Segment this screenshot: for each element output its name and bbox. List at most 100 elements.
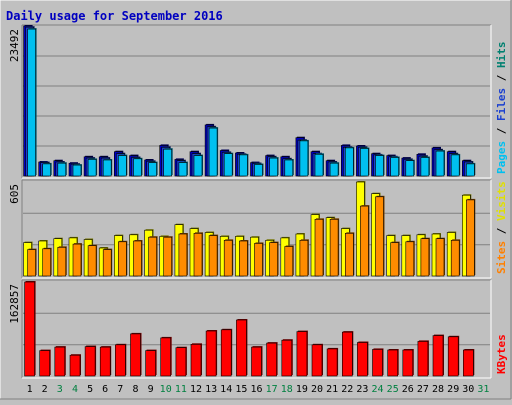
bar-face bbox=[281, 339, 293, 377]
bar-face bbox=[465, 199, 475, 277]
bar-face bbox=[87, 245, 97, 277]
bar-kbytes-day-19 bbox=[296, 330, 308, 377]
x-tick-label-day-13: 13 bbox=[205, 384, 217, 395]
x-tick-label-day-15: 15 bbox=[235, 384, 247, 395]
bar-kbytes-day-20 bbox=[311, 343, 323, 377]
bar-kbytes-day-12 bbox=[190, 343, 202, 377]
bar-face bbox=[375, 155, 384, 177]
bar-face bbox=[417, 341, 429, 377]
bar-face bbox=[296, 331, 308, 377]
x-tick-label-day-19: 19 bbox=[296, 384, 308, 395]
bar-face bbox=[420, 238, 430, 277]
x-tick-label-day-14: 14 bbox=[220, 384, 232, 395]
bar-kbytes-day-11 bbox=[175, 346, 187, 377]
bar-sites-day-29 bbox=[450, 239, 461, 277]
bar-sites-day-3 bbox=[57, 246, 67, 277]
hits_panel-max-label: 23492 bbox=[8, 29, 21, 62]
legend-entry: Hits bbox=[495, 42, 508, 69]
hits_panel-area bbox=[22, 25, 491, 178]
x-tick-label-day-31: 31 bbox=[477, 384, 489, 395]
bar-face bbox=[99, 346, 111, 377]
bar-face bbox=[223, 240, 233, 277]
x-tick-label-day-3: 3 bbox=[57, 384, 63, 395]
bar-face bbox=[405, 241, 415, 277]
bar-pages-day-30 bbox=[465, 162, 476, 177]
bar-face bbox=[42, 248, 52, 277]
bar-face bbox=[465, 163, 475, 177]
x-tick-label-day-12: 12 bbox=[190, 384, 202, 395]
bar-pages-day-12 bbox=[193, 154, 203, 177]
bar-sites-day-30 bbox=[465, 198, 476, 277]
x-tick-label-day-21: 21 bbox=[326, 384, 338, 395]
bar-face bbox=[133, 240, 142, 277]
x-tick-label-day-25: 25 bbox=[387, 384, 399, 395]
bar-face bbox=[329, 219, 339, 277]
bar-pages-day-15 bbox=[239, 153, 249, 177]
x-tick-label-day-29: 29 bbox=[447, 384, 459, 395]
x-tick-label-day-2: 2 bbox=[42, 384, 48, 395]
chart-panels: 23492 Pages / Files / Hits 605 Sites / Visi… bbox=[8, 24, 508, 379]
bar-sites-day-18 bbox=[284, 245, 294, 277]
x-tick-label-day-16: 16 bbox=[250, 384, 262, 395]
bar-pages-day-28 bbox=[435, 150, 445, 177]
bar-face bbox=[208, 235, 218, 277]
bar-kbytes-day-9 bbox=[145, 349, 157, 377]
bar-sites-day-21 bbox=[329, 218, 340, 277]
bar-kbytes-day-18 bbox=[281, 339, 293, 377]
bar-kbytes-day-26 bbox=[402, 349, 414, 377]
bar-kbytes-day-23 bbox=[357, 341, 369, 377]
x-tick-label-day-22: 22 bbox=[341, 384, 353, 395]
bar-pages-day-18 bbox=[284, 159, 294, 177]
bar-kbytes-day-1 bbox=[24, 281, 36, 377]
bar-face bbox=[375, 196, 384, 277]
bar-face bbox=[450, 240, 460, 277]
bar-sites-day-9 bbox=[148, 236, 158, 277]
bar-kbytes-day-2 bbox=[39, 349, 51, 377]
bar-face bbox=[390, 157, 400, 177]
bar-face bbox=[118, 241, 127, 277]
x-tick-label-day-28: 28 bbox=[432, 384, 444, 395]
visits_panel-legend: Sites / Visits bbox=[495, 181, 508, 274]
legend-entry: / bbox=[495, 68, 508, 88]
bar-face bbox=[72, 243, 82, 277]
x-tick-label-day-17: 17 bbox=[266, 384, 278, 395]
bar-sites-day-11 bbox=[178, 233, 188, 277]
bar-pages-day-6 bbox=[102, 159, 113, 177]
bar-face bbox=[357, 342, 368, 377]
hits_panel-legend: Pages / Files / Hits bbox=[495, 42, 508, 175]
bar-pages-day-21 bbox=[329, 162, 340, 177]
legend-entry: Files bbox=[495, 88, 508, 121]
bar-face bbox=[102, 249, 112, 277]
bar-pages-day-2 bbox=[42, 162, 52, 177]
bar-sites-day-17 bbox=[269, 241, 279, 277]
visits_panel-max-label: 605 bbox=[8, 184, 21, 204]
bar-face bbox=[326, 348, 338, 377]
bar-face bbox=[87, 159, 97, 177]
x-tick-label-day-11: 11 bbox=[175, 384, 187, 395]
bar-face bbox=[160, 337, 171, 377]
x-tick-label-day-26: 26 bbox=[402, 384, 414, 395]
kbytes_panel-gridlines bbox=[23, 312, 490, 346]
bar-kbytes-day-7 bbox=[115, 343, 127, 377]
chart-title: Daily usage for September 2016 bbox=[6, 9, 223, 23]
bar-pages-day-11 bbox=[178, 161, 188, 177]
bar-pages-day-8 bbox=[133, 157, 143, 177]
bar-kbytes-day-14 bbox=[220, 328, 233, 377]
bar-sites-day-15 bbox=[239, 240, 249, 277]
bar-face bbox=[462, 349, 474, 377]
hits_panel-bars bbox=[23, 25, 476, 177]
x-tick-label-day-1: 1 bbox=[27, 384, 33, 395]
legend-entry: Pages bbox=[495, 141, 508, 174]
bar-face bbox=[405, 160, 415, 177]
bar-face bbox=[163, 148, 172, 177]
bar-face bbox=[450, 154, 460, 177]
bar-sites-day-20 bbox=[314, 218, 324, 277]
bar-face bbox=[251, 346, 262, 377]
bar-face bbox=[344, 147, 354, 177]
x-axis-day-labels: 1 2 3 4 5 6 7 8 9 10 11 12 13 14 15 16 17 18 19 20 21 22 23 24 2… bbox=[27, 384, 490, 395]
bar-sites-day-25 bbox=[390, 241, 400, 277]
bar-face bbox=[314, 219, 324, 277]
bar-kbytes-day-17 bbox=[266, 342, 278, 377]
